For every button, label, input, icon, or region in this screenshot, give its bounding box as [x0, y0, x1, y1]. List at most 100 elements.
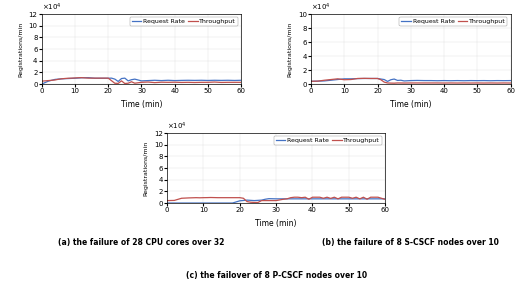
Throughput	[299, 196, 305, 199]
Legend: Request Rate, Throughput: Request Rate, Throughput	[130, 17, 238, 26]
Throughput	[58, 77, 65, 81]
Request Rate	[218, 79, 225, 82]
Y-axis label: Registrations/min: Registrations/min	[287, 21, 292, 77]
Throughput	[346, 195, 352, 199]
X-axis label: Time (min): Time (min)	[390, 100, 431, 109]
Request Rate	[237, 199, 243, 202]
Request Rate	[339, 197, 345, 201]
Throughput	[317, 195, 323, 199]
Line: Request Rate: Request Rate	[167, 199, 385, 203]
Request Rate	[225, 79, 231, 82]
Request Rate	[92, 76, 98, 80]
Request Rate	[212, 79, 218, 82]
Throughput	[192, 81, 198, 84]
Request Rate	[185, 201, 192, 205]
Request Rate	[238, 79, 244, 82]
Throughput	[98, 76, 105, 80]
Throughput	[165, 81, 171, 84]
Throughput	[467, 81, 474, 85]
Request Rate	[328, 79, 334, 82]
Line: Throughput: Throughput	[42, 78, 241, 83]
Request Rate	[375, 197, 381, 201]
Legend: Request Rate, Throughput: Request Rate, Throughput	[400, 17, 507, 26]
Throughput	[68, 76, 75, 80]
Throughput	[198, 81, 204, 84]
Throughput	[128, 80, 134, 83]
Throughput	[179, 197, 185, 200]
Request Rate	[262, 198, 268, 201]
Request Rate	[85, 76, 91, 79]
X-axis label: Time (min): Time (min)	[121, 100, 162, 109]
Throughput	[185, 81, 191, 84]
Request Rate	[361, 197, 367, 201]
Request Rate	[152, 79, 158, 82]
Request Rate	[309, 197, 316, 201]
Throughput	[341, 78, 348, 81]
Throughput	[75, 76, 81, 80]
Throughput	[414, 81, 420, 85]
Throughput	[320, 197, 327, 200]
Throughput	[240, 197, 246, 200]
Throughput	[171, 81, 178, 84]
Throughput	[158, 81, 165, 84]
Throughput	[115, 82, 121, 85]
Line: Request Rate: Request Rate	[311, 78, 511, 81]
Throughput	[196, 196, 203, 199]
Throughput	[222, 196, 228, 199]
Throughput	[335, 197, 341, 201]
Throughput	[361, 77, 367, 80]
Request Rate	[251, 199, 257, 202]
Request Rate	[501, 79, 507, 82]
Request Rate	[382, 197, 388, 201]
Throughput	[39, 80, 45, 83]
Request Rate	[361, 77, 367, 80]
Throughput	[361, 195, 367, 199]
Throughput	[251, 201, 257, 204]
Request Rate	[244, 199, 250, 202]
Request Rate	[222, 201, 228, 205]
Request Rate	[388, 78, 394, 81]
Request Rate	[122, 76, 128, 80]
Request Rate	[258, 199, 265, 202]
Throughput	[212, 80, 218, 84]
Request Rate	[105, 76, 111, 80]
Request Rate	[398, 79, 404, 82]
Request Rate	[72, 76, 78, 80]
Request Rate	[507, 79, 514, 82]
Text: $\times10^4$: $\times10^4$	[42, 1, 61, 13]
Request Rate	[118, 77, 125, 80]
Throughput	[152, 81, 158, 84]
Throughput	[302, 195, 308, 199]
Request Rate	[193, 201, 199, 205]
Request Rate	[408, 79, 414, 82]
Request Rate	[158, 79, 165, 82]
Request Rate	[288, 197, 294, 201]
Throughput	[324, 195, 330, 199]
Throughput	[288, 196, 294, 199]
Throughput	[108, 79, 115, 82]
Throughput	[501, 81, 507, 85]
Request Rate	[171, 201, 178, 205]
Throughput	[52, 78, 58, 82]
Throughput	[368, 77, 374, 80]
Request Rate	[295, 197, 301, 201]
Request Rate	[231, 79, 238, 82]
Throughput	[350, 197, 356, 200]
Request Rate	[215, 201, 221, 205]
Request Rate	[165, 79, 171, 82]
Request Rate	[324, 197, 330, 201]
Throughput	[266, 199, 272, 202]
Throughput	[45, 79, 52, 82]
Text: (b) the failure of 8 S-CSCF nodes over 10: (b) the failure of 8 S-CSCF nodes over 1…	[322, 238, 499, 247]
Throughput	[328, 197, 334, 200]
Text: $\times10^4$: $\times10^4$	[167, 120, 187, 132]
Throughput	[421, 81, 427, 85]
Throughput	[225, 81, 231, 84]
Throughput	[328, 78, 334, 81]
Throughput	[205, 81, 211, 84]
Throughput	[375, 195, 381, 199]
Throughput	[193, 196, 199, 199]
Request Rate	[128, 78, 134, 81]
Throughput	[321, 79, 328, 82]
Request Rate	[315, 80, 321, 83]
